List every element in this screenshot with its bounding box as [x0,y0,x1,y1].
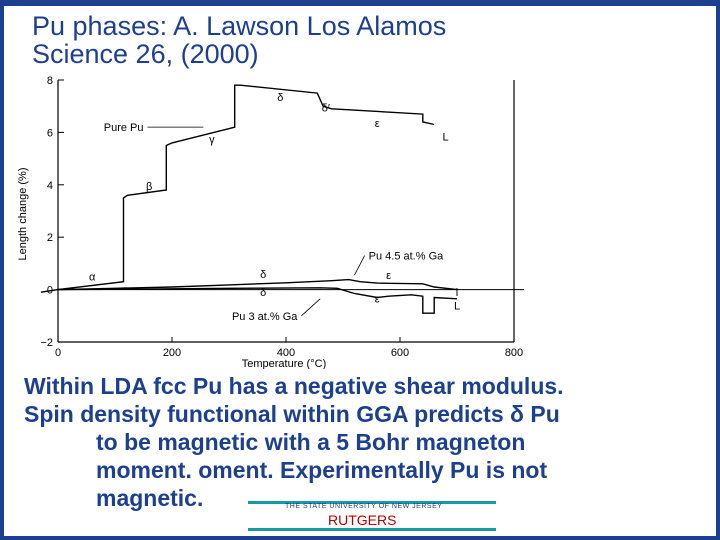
y-axis-label: Length change (%) [17,168,29,261]
series-name-label: Pure Pu [104,122,144,134]
body-line-5: magnetic. [96,485,204,511]
x-tick-label: 400 [277,347,295,359]
phase-label: L [443,131,449,143]
slide-title: Pu phases: A. Lawson Los Alamos Science … [32,12,446,68]
right-border [716,0,720,540]
title-line-1: Pu phases: A. Lawson Los Alamos [32,11,447,41]
y-tick-label: −2 [40,337,53,349]
phase-label: β [146,181,152,193]
phase-label: γ [209,134,215,146]
phase-label: ε [375,294,380,306]
x-axis-label: Temperature (°C) [242,358,326,369]
x-tick-label: 600 [391,347,409,359]
y-tick-label: 2 [47,232,53,244]
phase-label: δ′ [322,102,330,114]
footer-rule-bottom [248,528,496,531]
y-tick-label: 6 [47,127,53,139]
y-tick-label: 4 [47,180,53,192]
x-tick-label: 200 [163,347,181,359]
series-name-label: Pu 4.5 at.% Ga [369,251,444,263]
series-line-2 [57,287,458,314]
series-name-leader [354,255,366,276]
series-name-leader [301,298,321,317]
phase-label: δ [260,287,266,299]
phase-label: l [456,287,458,299]
top-border [0,0,720,6]
body-line-1: Within LDA fcc Pu has a negative shear m… [24,373,564,399]
x-tick-label: 0 [55,347,61,359]
x-tick-label: 800 [505,347,523,359]
body-line-3: to be magnetic with a 5 Bohr magneton [96,429,526,455]
body-line-4: moment. oment. Experimentally Pu is not [96,457,548,483]
footer-logo-text: RUTGERS [328,512,397,528]
footer-university: THE STATE UNIVERSITY OF NEW JERSEY [285,503,443,510]
footer-rule-top [248,501,496,504]
left-border [0,0,4,540]
phase-label: α [89,271,96,283]
phase-label: ε [386,270,391,282]
series-lines [40,84,458,314]
phase-label: L [454,300,460,312]
y-tick-label: 8 [47,75,53,87]
series-line-0 [40,84,435,293]
bottom-border [0,536,720,540]
body-text: Within LDA fcc Pu has a negative shear m… [24,372,714,512]
title-line-2: Science 26, (2000) [32,39,259,69]
phase-label: ε [375,118,380,130]
body-line-2: Spin density functional within GGA predi… [24,401,560,427]
series-name-label: Pu 3 at.% Ga [232,311,298,323]
phase-labels: Pure Pu α β γ δ δ′ ε L Pu 4.5 at.% Ga δ ε l Pu 3 at.… [89,92,460,323]
phase-label: δ [260,269,266,281]
phase-label: δ [277,92,283,104]
series-line-1 [57,278,458,291]
